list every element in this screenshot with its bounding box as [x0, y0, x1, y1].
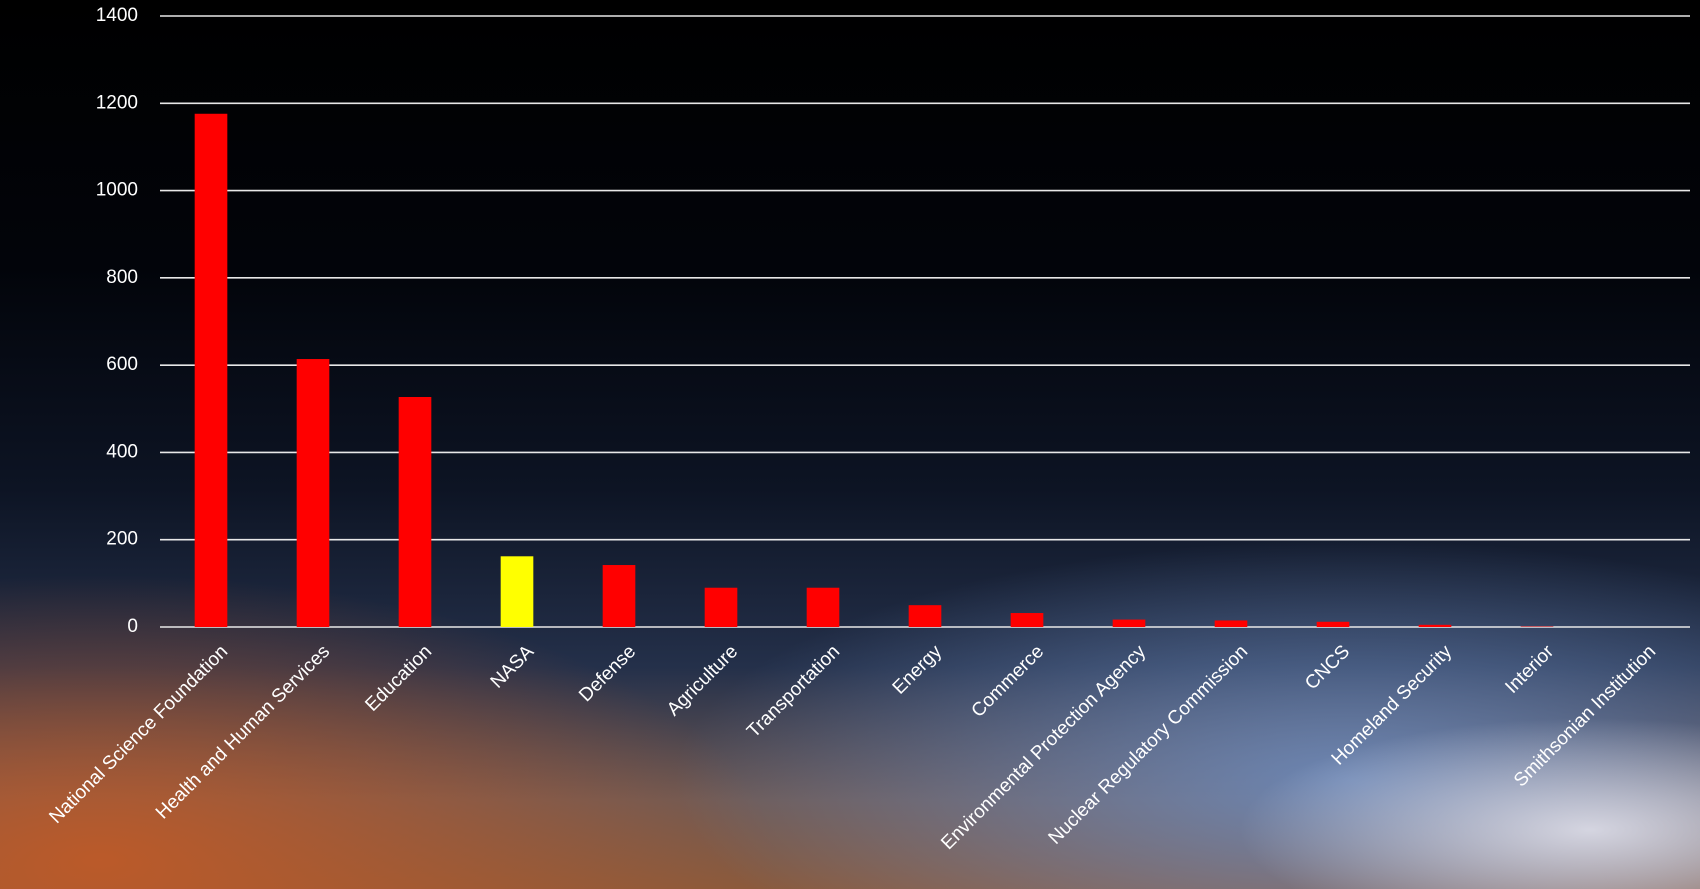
- y-tick-label: 600: [106, 354, 138, 375]
- x-tick-label: NASA: [487, 641, 539, 693]
- bar: [806, 587, 840, 627]
- bar: [1418, 624, 1452, 627]
- x-tick-label: Energy: [889, 641, 947, 699]
- bar: [398, 397, 432, 627]
- x-tick-label: Commerce: [968, 641, 1049, 722]
- y-tick-label: 1400: [96, 5, 138, 26]
- y-tick-label: 0: [127, 616, 138, 637]
- bar: [908, 605, 942, 627]
- x-tick-label: Environmental Protection Agency: [937, 641, 1150, 854]
- x-tick-label: National Science Foundation: [45, 641, 232, 828]
- x-tick-label: Nuclear Regulatory Commission: [1045, 641, 1252, 848]
- x-tick-label: Agriculture: [663, 641, 742, 720]
- y-tick-label: 1200: [96, 92, 138, 113]
- bar: [704, 587, 738, 627]
- bar: [1112, 619, 1146, 627]
- bar: [1316, 621, 1350, 627]
- bar: [296, 359, 330, 627]
- x-tick-label: Education: [361, 641, 436, 716]
- x-tick-label: Health and Human Services: [152, 641, 334, 823]
- y-tick-label: 400: [106, 441, 138, 462]
- bar: [500, 556, 534, 627]
- bar: [1214, 620, 1248, 627]
- bar: [194, 113, 228, 627]
- x-tick-label: Interior: [1501, 641, 1558, 698]
- x-tick-label: CNCS: [1301, 641, 1354, 694]
- x-tick-label: Transportation: [743, 641, 844, 742]
- y-tick-label: 1000: [96, 180, 138, 201]
- y-tick-label: 800: [106, 267, 138, 288]
- bar: [602, 565, 636, 627]
- bar: [1010, 613, 1044, 627]
- y-tick-label: 200: [106, 529, 138, 550]
- x-tick-label: Defense: [575, 641, 640, 706]
